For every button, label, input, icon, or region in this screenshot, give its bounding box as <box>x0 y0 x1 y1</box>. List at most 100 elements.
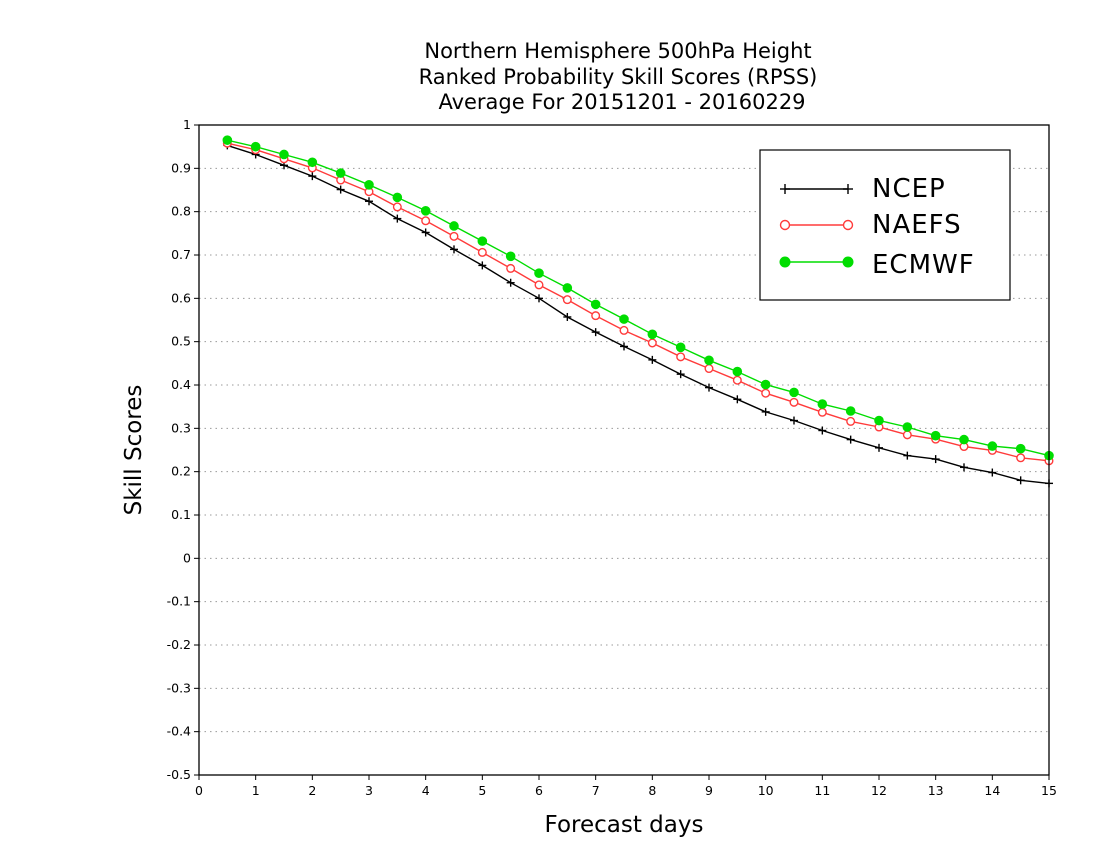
y-tick-label: 0.9 <box>171 160 191 175</box>
legend-symbol-ncep <box>780 184 853 194</box>
x-tick-label: 4 <box>422 783 430 798</box>
legend-marker-naefs <box>842 219 854 231</box>
y-tick-label: -0.2 <box>167 637 191 652</box>
y-tick-label: 0.5 <box>171 334 191 349</box>
x-tick-label: 0 <box>195 783 203 798</box>
data-point-ecmwf <box>619 314 629 324</box>
y-tick-label: 0.7 <box>171 247 191 262</box>
y-tick-label: 0.6 <box>171 290 191 305</box>
legend-marker-ecmwf <box>779 256 791 268</box>
data-point-ncep <box>308 172 317 181</box>
data-point-ncep <box>903 451 912 460</box>
x-axis-label: Forecast days <box>545 812 704 838</box>
data-point-ncep <box>506 278 515 287</box>
data-point-ecmwf <box>222 135 233 145</box>
data-point-ncep <box>336 185 345 194</box>
x-tick-label: 9 <box>705 783 713 798</box>
data-point-ecmwf <box>534 268 544 279</box>
data-point-ecmwf <box>449 221 459 231</box>
data-point-ecmwf <box>279 149 289 160</box>
x-tick-label: 14 <box>984 783 1000 798</box>
data-point-ncep <box>761 407 770 416</box>
y-tick-label: 1 <box>183 117 191 132</box>
legend-marker-ncep <box>780 184 790 194</box>
data-point-ncep <box>960 463 968 472</box>
data-point-ecmwf <box>250 141 261 152</box>
data-point-ncep <box>676 370 685 379</box>
data-point-ecmwf <box>930 430 941 441</box>
legend-marker-naefs <box>779 219 791 231</box>
y-tick-label: -0.4 <box>167 724 191 739</box>
data-point-naefs <box>647 338 657 348</box>
data-point-naefs <box>676 352 686 362</box>
data-point-ncep <box>535 294 543 303</box>
data-point-ecmwf <box>590 299 601 310</box>
x-tick-label: 12 <box>871 783 887 798</box>
data-point-ecmwf <box>789 387 799 398</box>
legend: NCEP NAEFS ECMWF <box>759 149 1011 301</box>
data-point-ncep <box>1016 476 1025 485</box>
data-point-ecmwf <box>845 406 856 416</box>
series-line-ncep <box>227 144 1050 485</box>
data-point-ecmwf <box>987 441 998 451</box>
x-tick-label: 2 <box>308 783 316 798</box>
x-tick-label: 13 <box>928 783 944 798</box>
data-point-naefs <box>817 407 827 417</box>
x-tick-label: 7 <box>592 783 600 798</box>
legend-marker-ecmwf <box>842 256 854 268</box>
data-point-ncep <box>931 455 940 464</box>
data-point-ecmwf <box>562 283 573 293</box>
legend-label-ncep: NCEP <box>872 174 946 204</box>
data-point-ecmwf <box>364 180 374 190</box>
data-point-ecmwf <box>704 355 714 366</box>
data-point-ncep <box>421 228 430 237</box>
data-point-ecmwf <box>392 192 403 203</box>
data-point-naefs <box>506 263 516 273</box>
data-point-ecmwf <box>874 415 884 426</box>
legend-label-ecmwf: ECMWF <box>872 250 975 280</box>
data-point-ncep <box>450 245 458 254</box>
x-tick-label: 5 <box>478 783 486 798</box>
data-point-naefs <box>449 231 459 241</box>
data-point-naefs <box>789 397 799 407</box>
chart-title-line-2: Ranked Probability Skill Scores (RPSS) <box>419 65 818 89</box>
x-tick-label: 10 <box>758 783 774 798</box>
x-tick-label: 11 <box>814 783 830 798</box>
data-point-ncep <box>478 261 487 270</box>
chart-title-line-1: Northern Hemisphere 500hPa Height <box>424 39 811 63</box>
data-point-ncep <box>733 395 742 404</box>
y-tick-label: -0.3 <box>167 680 191 695</box>
data-point-ecmwf <box>307 157 318 168</box>
legend-symbol-naefs <box>779 219 854 231</box>
data-point-ncep <box>365 197 373 206</box>
data-point-ncep <box>790 416 798 425</box>
data-point-naefs <box>392 202 402 212</box>
y-tick-label: -0.1 <box>167 594 191 609</box>
x-tick-label: 1 <box>252 783 260 798</box>
series-lines <box>222 135 1054 488</box>
data-point-ncep <box>988 468 997 477</box>
data-point-ncep <box>705 383 713 392</box>
legend-label-naefs: NAEFS <box>872 210 962 240</box>
data-point-ncep <box>648 355 657 364</box>
legend-symbol-ecmwf <box>779 256 854 268</box>
x-tick-label: 15 <box>1041 783 1057 798</box>
grid-lines <box>199 167 1049 733</box>
data-point-naefs <box>704 364 714 374</box>
y-tick-label: 0 <box>183 550 191 565</box>
data-point-ncep <box>620 342 628 351</box>
data-point-ecmwf <box>477 236 488 246</box>
legend-symbols <box>779 184 854 268</box>
y-axis-label: Skill Scores <box>121 385 147 516</box>
data-point-ecmwf <box>732 366 743 377</box>
x-tick-label: 3 <box>365 783 373 798</box>
data-point-naefs <box>421 216 431 226</box>
y-tick-label: 0.1 <box>171 507 191 522</box>
data-point-ncep <box>875 443 883 452</box>
data-point-ecmwf <box>817 399 828 409</box>
data-point-naefs <box>619 325 629 335</box>
plot-area-frame <box>198 124 1050 776</box>
chart-title-line-3: Average For 20151201 - 20160229 <box>438 90 805 114</box>
y-tick-label: 0.4 <box>171 377 191 392</box>
